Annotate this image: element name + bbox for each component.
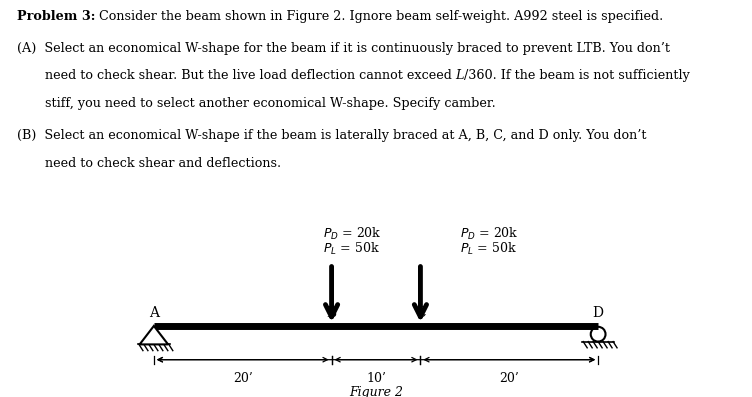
Text: 20’: 20’ — [499, 372, 519, 385]
Text: $P_L$ = 50k: $P_L$ = 50k — [323, 241, 380, 256]
Text: stiff, you need to select another economical W-shape. Specify camber.: stiff, you need to select another econom… — [17, 97, 496, 110]
Text: A: A — [149, 306, 159, 320]
Text: need to check shear and deflections.: need to check shear and deflections. — [17, 157, 280, 170]
Polygon shape — [140, 326, 168, 345]
Text: need to check shear. But the live load deflection cannot exceed: need to check shear. But the live load d… — [17, 69, 456, 83]
Text: $P_D$ = 20k: $P_D$ = 20k — [323, 225, 381, 241]
Text: Figure 2: Figure 2 — [349, 386, 403, 397]
Text: Consider the beam shown in Figure 2. Ignore beam self-weight. A992 steel is spec: Consider the beam shown in Figure 2. Ign… — [95, 10, 663, 23]
Text: (B)  Select an economical W-shape if the beam is laterally braced at A, B, C, an: (B) Select an economical W-shape if the … — [17, 129, 646, 142]
Text: /360. If the beam is not sufficiently: /360. If the beam is not sufficiently — [464, 69, 690, 83]
Text: (A)  Select an economical W-shape for the beam if it is continuously braced to p: (A) Select an economical W-shape for the… — [17, 42, 669, 55]
Text: $P_D$ = 20k: $P_D$ = 20k — [460, 225, 519, 241]
Text: $P_L$ = 50k: $P_L$ = 50k — [460, 241, 517, 256]
Text: B: B — [326, 306, 337, 320]
Text: 10’: 10’ — [366, 372, 386, 385]
Text: C: C — [415, 306, 426, 320]
Text: Problem 3:: Problem 3: — [17, 10, 95, 23]
Text: 20’: 20’ — [233, 372, 253, 385]
Text: L: L — [456, 69, 464, 83]
Text: D: D — [593, 306, 604, 320]
